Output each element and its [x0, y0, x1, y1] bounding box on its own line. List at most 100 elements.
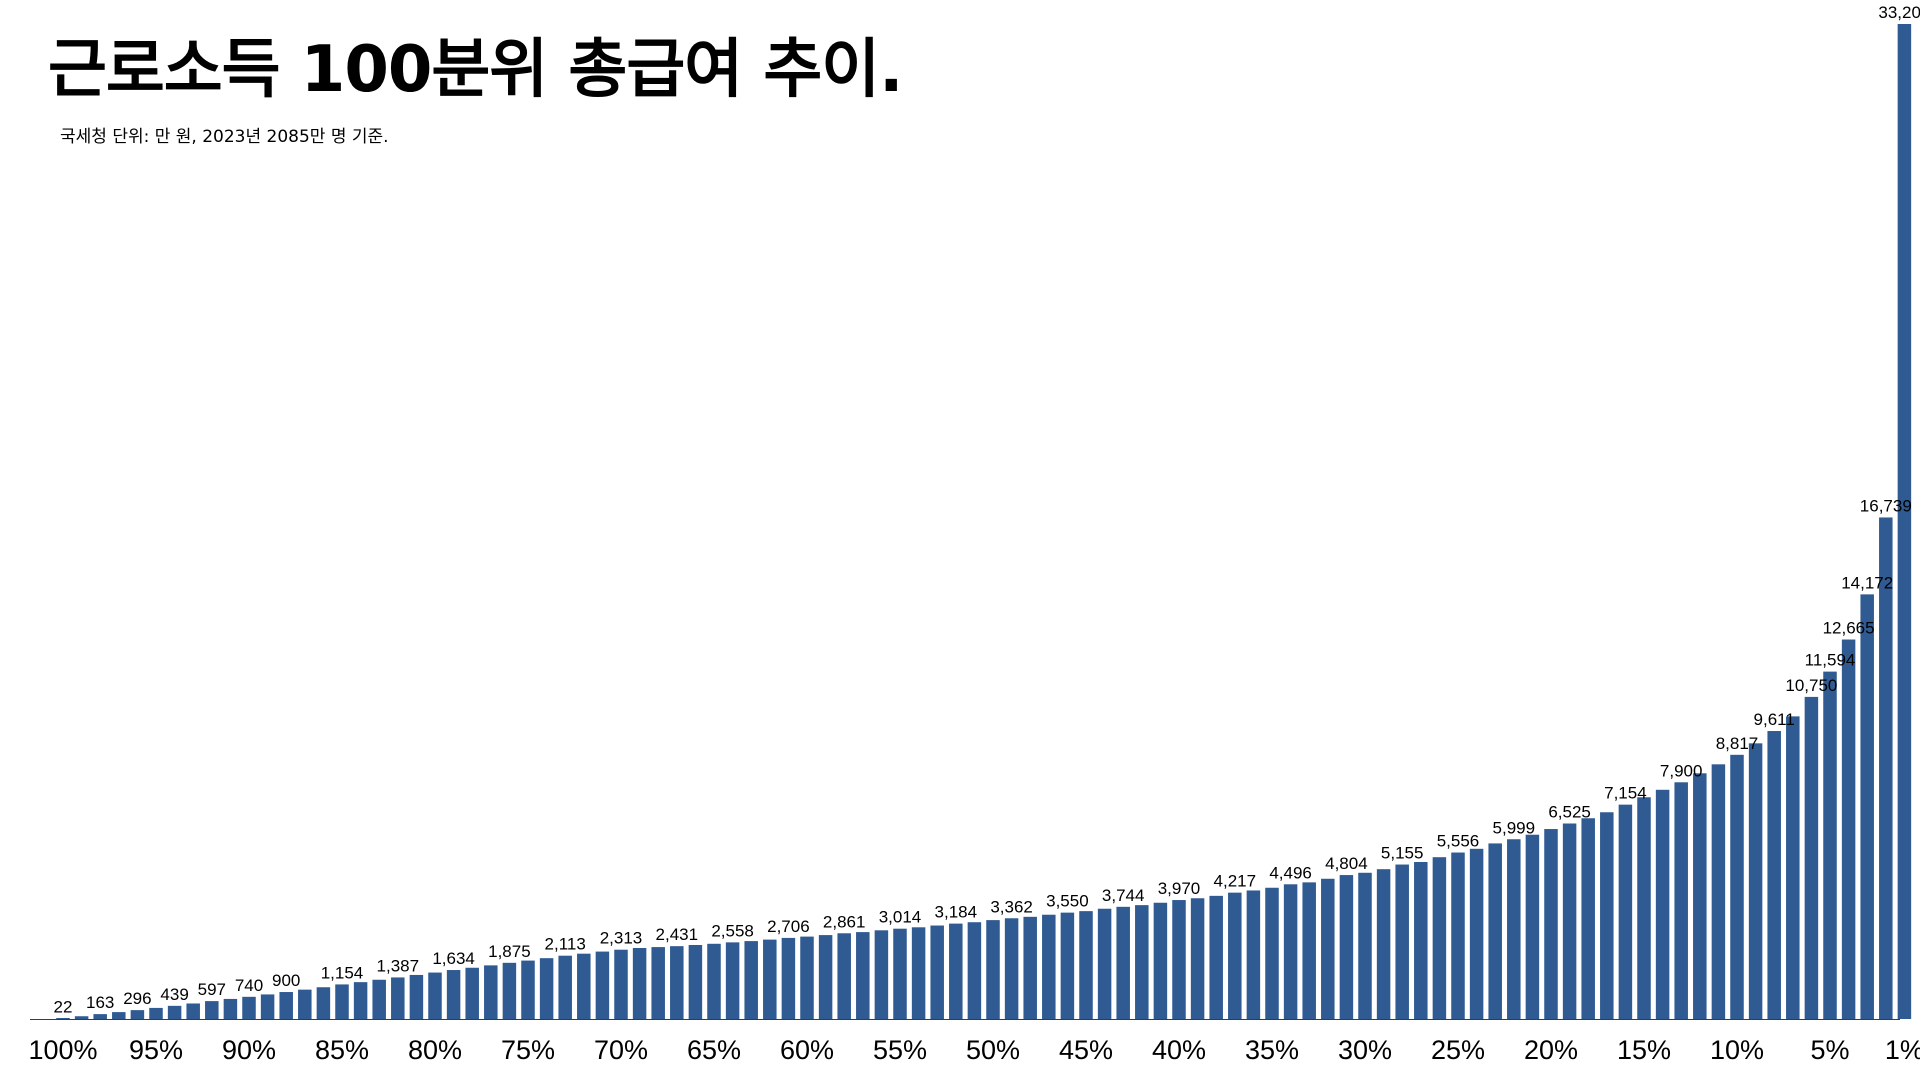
bar-p29: [1376, 869, 1391, 1019]
data-label-p2: 16,739: [1860, 496, 1912, 515]
data-label-p28: 5,155: [1381, 844, 1424, 863]
data-label-p13: 7,900: [1660, 761, 1703, 780]
data-label-p58: 2,861: [823, 912, 866, 931]
x-tick-label: 20%: [1524, 1035, 1578, 1065]
bar-p10: [1730, 754, 1744, 1019]
bar-p38: [1209, 895, 1223, 1019]
data-label-p46: 3,550: [1046, 892, 1089, 911]
data-label-p43: 3,744: [1102, 886, 1145, 905]
bar-p73: [558, 955, 572, 1019]
bar-p6: [1804, 696, 1819, 1019]
data-label-p10: 8,817: [1716, 734, 1759, 753]
x-tick-label: 50%: [966, 1035, 1020, 1065]
bar-p75: [521, 960, 535, 1019]
bar-p100: [56, 1018, 70, 1019]
data-label-p94: 439: [160, 985, 188, 1004]
bar-p83: [372, 979, 386, 1019]
bar-p16: [1618, 804, 1633, 1019]
bar-p71: [595, 951, 610, 1019]
data-label-p25: 5,556: [1437, 832, 1480, 851]
bar-p33: [1302, 882, 1316, 1019]
bar-p62: [763, 939, 777, 1019]
data-label-p22: 5,999: [1493, 818, 1536, 837]
x-tick-label: 25%: [1431, 1035, 1485, 1065]
bar-p76: [502, 962, 517, 1019]
bar-p68: [651, 947, 665, 1019]
data-label-p98: 163: [86, 993, 114, 1012]
data-label-p73: 2,113: [545, 935, 586, 954]
bar-p78: [465, 967, 479, 1019]
bar-p57: [856, 932, 870, 1019]
bar-p92: [205, 1001, 219, 1019]
bar-p21: [1525, 834, 1540, 1019]
page-subtitle: 국세청 단위: 만 원, 2023년 2085만 명 기준.: [60, 127, 389, 147]
bar-p47: [1042, 914, 1056, 1019]
bar-p77: [484, 965, 498, 1019]
bar-p59: [818, 935, 833, 1019]
bar-p17: [1600, 812, 1614, 1019]
x-tick-label: 30%: [1338, 1035, 1392, 1065]
bar-p4: [1841, 639, 1856, 1019]
bar-p55: [893, 928, 907, 1019]
bar-p82: [391, 977, 405, 1019]
bar-p32: [1321, 878, 1335, 1019]
bar-p70: [614, 949, 628, 1019]
data-label-p49: 3,362: [990, 897, 1033, 916]
bar-p19: [1562, 823, 1577, 1019]
data-label-p34: 4,496: [1269, 863, 1312, 882]
bar-p8: [1767, 731, 1781, 1019]
bar-p25: [1451, 852, 1465, 1019]
bar-p3: [1860, 594, 1874, 1019]
data-label-p79: 1,634: [432, 949, 475, 968]
bar-p11: [1711, 764, 1726, 1019]
data-label-p96: 296: [123, 989, 151, 1008]
bar-p89: [260, 994, 275, 1019]
x-tick-label: 90%: [222, 1035, 276, 1065]
data-label-p85: 1,154: [321, 963, 364, 982]
bar-p5: [1823, 671, 1837, 1019]
bar-p87: [298, 989, 312, 1019]
bar-p50: [986, 920, 1000, 1019]
bar-p2: [1879, 517, 1893, 1019]
bar-p64: [725, 942, 740, 1019]
bar-p7: [1786, 716, 1800, 1019]
bar-p85: [335, 984, 349, 1019]
bar-p35: [1265, 887, 1279, 1019]
bar-p69: [632, 947, 647, 1019]
bar-p12: [1693, 773, 1707, 1019]
bar-p13: [1674, 782, 1688, 1019]
bar-p79: [446, 970, 461, 1019]
bar-p37: [1228, 892, 1242, 1019]
bar-p42: [1135, 905, 1149, 1019]
data-label-p37: 4,217: [1214, 872, 1257, 891]
bar-p98: [93, 1014, 107, 1019]
bar-p74: [539, 958, 554, 1019]
x-tick-label: 55%: [873, 1035, 927, 1065]
bar-p1: [1897, 24, 1912, 1019]
x-tick-label: 80%: [408, 1035, 462, 1065]
bar-p24: [1469, 848, 1484, 1019]
bar-p81: [409, 974, 424, 1019]
x-tick-label: 95%: [129, 1035, 183, 1065]
x-tick-label: 70%: [594, 1035, 648, 1065]
x-tick-label: 75%: [501, 1035, 555, 1065]
x-tick-label: 35%: [1245, 1035, 1299, 1065]
bar-p61: [781, 937, 796, 1019]
bar-p39: [1190, 898, 1205, 1019]
bar-p30: [1358, 872, 1372, 1019]
bar-p65: [707, 943, 721, 1019]
bar-p15: [1637, 797, 1651, 1019]
bar-p63: [744, 941, 758, 1019]
data-label-p31: 4,804: [1325, 854, 1368, 873]
bar-p22: [1507, 839, 1521, 1019]
bar-p52: [949, 923, 963, 1019]
bar-p28: [1395, 864, 1409, 1019]
data-label-p92: 597: [198, 980, 226, 999]
bar-p20: [1544, 829, 1558, 1019]
x-tick-label: 10%: [1710, 1035, 1764, 1065]
data-label-p52: 3,184: [935, 903, 978, 922]
bar-p99: [74, 1016, 89, 1019]
bar-p27: [1414, 862, 1428, 1019]
